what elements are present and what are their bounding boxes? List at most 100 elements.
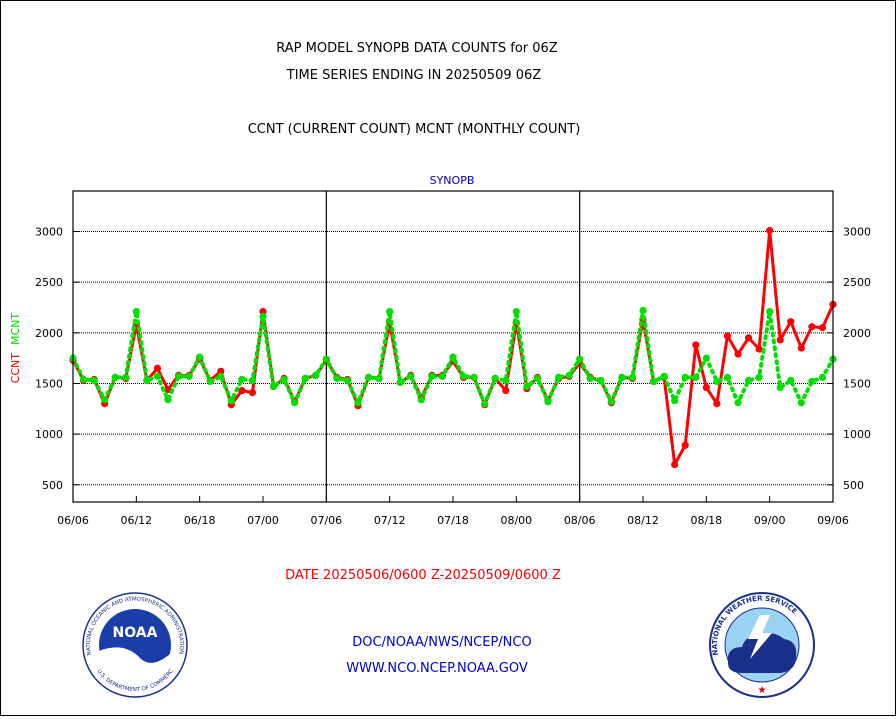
- y-tick-label-right: 2500: [843, 276, 871, 289]
- y-label-mcnt: MCNT: [9, 313, 22, 345]
- plot-title: SYNOPB: [430, 174, 475, 187]
- date-range-label: DATE 20250506/0600 Z-20250509/0600 Z: [285, 568, 561, 583]
- noaa-logo-bird: [99, 647, 171, 682]
- point-ccnt: [766, 226, 774, 235]
- point-mcnt: [544, 398, 552, 406]
- point-mcnt: [122, 373, 130, 381]
- point-mcnt: [744, 376, 753, 385]
- x-tick-label: 09/06: [817, 514, 849, 527]
- tick-layer: 500 500 1000 1000 1500 1500 2000 2000 2500 2500 30…: [35, 226, 871, 527]
- point-mcnt: [597, 376, 605, 385]
- point-mcnt: [364, 373, 373, 381]
- point-mcnt: [607, 398, 615, 406]
- x-tick-label: 08/00: [500, 514, 532, 527]
- point-mcnt: [269, 382, 278, 391]
- point-ccnt: [755, 345, 763, 353]
- nws-logo: NATIONAL WEATHER SERVICE ★: [709, 592, 815, 698]
- y-tick-label-left: 1000: [35, 428, 63, 441]
- count-legend-line: CCNT (CURRENT COUNT) MCNT (MONTHLY COUNT…: [248, 122, 581, 137]
- point-ccnt: [681, 441, 689, 449]
- point-mcnt: [649, 377, 658, 386]
- y-tick-label-right: 1500: [843, 377, 871, 390]
- point-mcnt: [586, 374, 594, 383]
- point-ccnt: [723, 332, 732, 340]
- x-tick-label: 06/12: [120, 514, 152, 527]
- point-mcnt: [628, 373, 637, 381]
- point-mcnt: [618, 373, 626, 381]
- y-tick-label-left: 3000: [35, 226, 63, 239]
- point-mcnt: [766, 307, 774, 316]
- point-mcnt: [808, 377, 816, 386]
- point-ccnt: [734, 350, 742, 358]
- point-mcnt: [79, 375, 88, 384]
- point-mcnt: [428, 372, 436, 380]
- point-mcnt: [639, 306, 647, 315]
- point-mcnt: [671, 397, 679, 405]
- x-tick-label: 07/00: [247, 514, 279, 527]
- point-mcnt: [143, 376, 151, 385]
- point-mcnt: [90, 376, 98, 385]
- point-mcnt: [459, 372, 468, 380]
- point-mcnt: [174, 372, 183, 380]
- point-mcnt: [354, 399, 362, 407]
- point-mcnt: [132, 307, 140, 316]
- point-mcnt: [702, 354, 710, 362]
- y-tick-label-left: 500: [42, 479, 63, 492]
- point-mcnt: [438, 372, 447, 380]
- y-tick-label-right: 1000: [843, 428, 871, 441]
- x-tick-label: 07/06: [310, 514, 342, 527]
- plot-area-border: [72, 190, 834, 503]
- point-mcnt: [818, 373, 827, 381]
- point-mcnt: [554, 373, 563, 381]
- series-line-ccnt: [71, 229, 835, 467]
- point-mcnt: [291, 399, 299, 407]
- x-tick-label: 07/12: [374, 514, 406, 527]
- point-mcnt: [449, 353, 457, 361]
- series-layer: [69, 226, 837, 469]
- x-tick-label: 06/18: [184, 514, 216, 527]
- point-ccnt: [153, 364, 162, 372]
- point-mcnt: [322, 355, 330, 363]
- point-mcnt: [196, 353, 204, 361]
- noaa-logo: NOAA NATIONAL OCEANIC AND ATMOSPHERIC AD…: [82, 592, 188, 698]
- point-mcnt: [248, 376, 257, 385]
- point-mcnt: [217, 372, 225, 380]
- point-mcnt: [681, 373, 689, 381]
- y-tick-label-right: 2000: [843, 327, 871, 340]
- point-mcnt: [153, 372, 162, 380]
- point-mcnt: [713, 377, 721, 386]
- point-ccnt: [818, 324, 827, 332]
- point-ccnt: [248, 388, 257, 397]
- point-mcnt: [481, 400, 489, 408]
- point-mcnt: [280, 375, 288, 384]
- y-tick-label-right: 500: [843, 479, 864, 492]
- point-mcnt: [533, 374, 542, 383]
- point-ccnt: [238, 386, 246, 395]
- website-link[interactable]: WWW.NCO.NCEP.NOAA.GOV: [346, 661, 528, 676]
- point-mcnt: [407, 372, 415, 380]
- point-ccnt: [217, 367, 225, 375]
- point-mcnt: [776, 383, 784, 392]
- point-mcnt: [755, 373, 763, 381]
- point-mcnt: [723, 373, 732, 381]
- point-mcnt: [565, 371, 573, 379]
- point-ccnt: [671, 460, 679, 469]
- point-mcnt: [227, 397, 235, 405]
- x-tick-label: 08/12: [627, 514, 659, 527]
- y-label-ccnt: CCNT: [9, 353, 22, 384]
- point-ccnt: [787, 318, 795, 326]
- point-mcnt: [470, 373, 478, 381]
- point-mcnt: [238, 375, 246, 384]
- x-tick-label: 09/00: [754, 514, 786, 527]
- point-mcnt: [343, 376, 352, 385]
- y-axis-label: CCNT MCNT: [9, 313, 22, 384]
- point-ccnt: [702, 383, 710, 392]
- point-ccnt: [692, 341, 700, 349]
- org-link[interactable]: DOC/NOAA/NWS/NCEP/NCO: [352, 635, 531, 650]
- point-ccnt: [713, 400, 721, 408]
- point-mcnt: [734, 399, 742, 407]
- point-mcnt: [111, 373, 119, 381]
- point-mcnt: [101, 396, 109, 404]
